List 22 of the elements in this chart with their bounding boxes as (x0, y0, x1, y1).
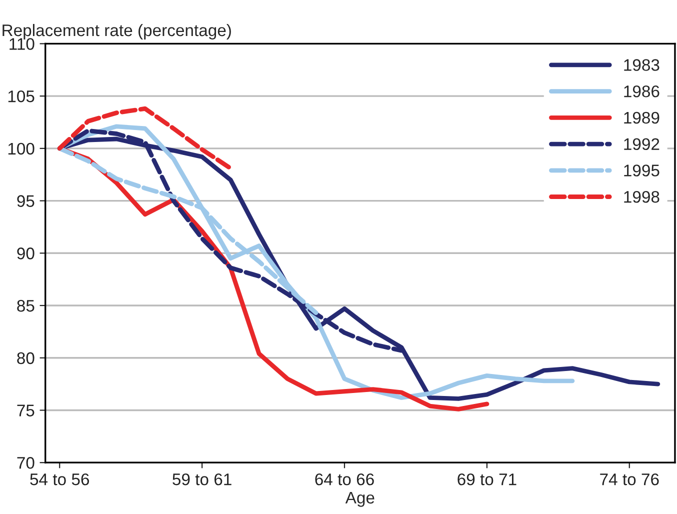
x-tick-label: 74 to 76 (600, 473, 659, 486)
x-tick-label: 59 to 61 (172, 473, 232, 486)
y-tick-label: 75 (17, 404, 34, 416)
legend-label: 1995 (624, 164, 660, 176)
x-axis-title: Age (345, 492, 374, 507)
y-tick-label: 90 (17, 248, 34, 260)
legend-label: 1983 (624, 59, 660, 71)
y-tick-label: 70 (17, 457, 34, 469)
legend-label: 1998 (624, 190, 660, 203)
y-tick-label: 100 (8, 142, 34, 155)
legend-label: 1992 (624, 138, 660, 150)
y-axis-title: Replacement rate (percentage) (2, 24, 231, 40)
y-tick-label: 80 (17, 352, 34, 364)
y-tick-label: 95 (17, 195, 34, 207)
y-tick-label: 110 (10, 38, 34, 50)
x-tick-label: 54 to 56 (30, 473, 89, 486)
x-tick-label: 69 to 71 (458, 473, 516, 486)
y-tick-label: 85 (17, 300, 34, 312)
y-tick-label: 105 (8, 90, 34, 102)
legend-label: 1986 (624, 86, 660, 98)
x-tick-label: 64 to 66 (315, 473, 374, 486)
legend-label: 1989 (624, 112, 660, 124)
